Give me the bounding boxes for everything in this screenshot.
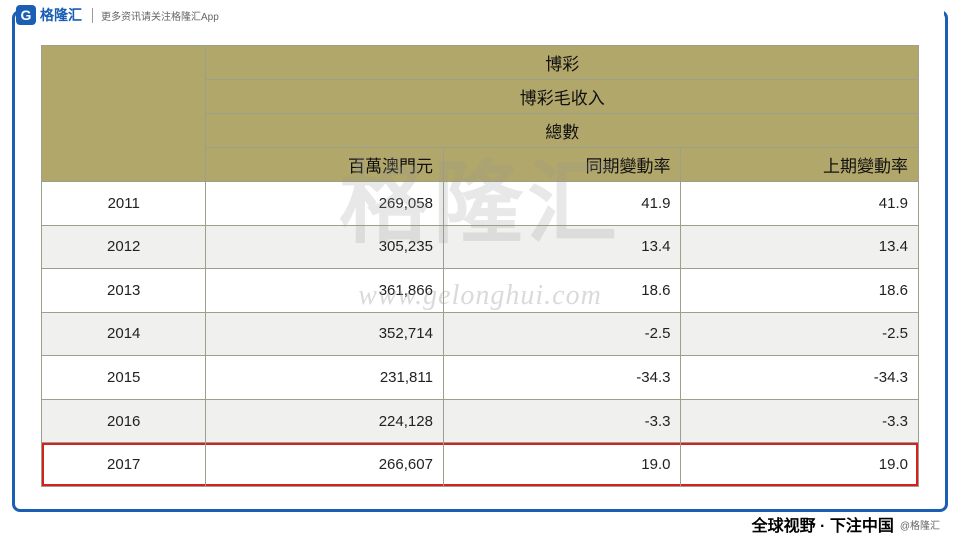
cell-pop: -34.3 (681, 356, 919, 400)
header-category: 博彩 (206, 46, 919, 80)
cell-pop: 41.9 (681, 182, 919, 226)
cell-year: 2012 (42, 225, 206, 269)
table-row: 2017266,60719.019.0 (42, 443, 919, 487)
header-empty (42, 46, 206, 182)
cell-yoy: -3.3 (443, 399, 681, 443)
brand-logo-icon: G (16, 5, 36, 25)
cell-mop: 352,714 (206, 312, 444, 356)
cell-mop: 266,607 (206, 443, 444, 487)
footer: 全球视野 · 下注中国 @格隆汇 (752, 512, 940, 536)
header-col-mop: 百萬澳門元 (206, 148, 444, 182)
table-row: 2016224,128-3.3-3.3 (42, 399, 919, 443)
cell-pop: 18.6 (681, 269, 919, 313)
header-col-yoy: 同期變動率 (443, 148, 681, 182)
cell-yoy: 13.4 (443, 225, 681, 269)
header-bar: G 格隆汇 更多资讯请关注格隆汇App (16, 4, 944, 26)
cell-yoy: -2.5 (443, 312, 681, 356)
cell-year: 2014 (42, 312, 206, 356)
content-frame: 博彩 博彩毛收入 總數 百萬澳門元 同期變動率 上期變動率 2011269,05… (12, 10, 948, 512)
cell-year: 2017 (42, 443, 206, 487)
brand-logo-text: 格隆汇 (40, 5, 82, 25)
cell-mop: 231,811 (206, 356, 444, 400)
brand-logo: G 格隆汇 (16, 5, 82, 25)
cell-yoy: 19.0 (443, 443, 681, 487)
cell-year: 2016 (42, 399, 206, 443)
table-row: 2014352,714-2.5-2.5 (42, 312, 919, 356)
table-row: 2012305,23513.413.4 (42, 225, 919, 269)
cell-mop: 269,058 (206, 182, 444, 226)
cell-pop: -3.3 (681, 399, 919, 443)
cell-yoy: 18.6 (443, 269, 681, 313)
cell-pop: 13.4 (681, 225, 919, 269)
table-row: 2013361,86618.618.6 (42, 269, 919, 313)
cell-yoy: 41.9 (443, 182, 681, 226)
cell-pop: -2.5 (681, 312, 919, 356)
cell-mop: 224,128 (206, 399, 444, 443)
header-col-pop: 上期變動率 (681, 148, 919, 182)
cell-year: 2015 (42, 356, 206, 400)
cell-pop: 19.0 (681, 443, 919, 487)
cell-mop: 361,866 (206, 269, 444, 313)
header-total: 總數 (206, 114, 919, 148)
brand-tagline: 更多资讯请关注格隆汇App (92, 8, 219, 23)
cell-year: 2011 (42, 182, 206, 226)
header-subcategory: 博彩毛收入 (206, 80, 919, 114)
cell-yoy: -34.3 (443, 356, 681, 400)
cell-mop: 305,235 (206, 225, 444, 269)
table-container: 博彩 博彩毛收入 總數 百萬澳門元 同期變動率 上期變動率 2011269,05… (41, 45, 919, 487)
gaming-revenue-table: 博彩 博彩毛收入 總數 百萬澳門元 同期變動率 上期變動率 2011269,05… (41, 45, 919, 487)
cell-year: 2013 (42, 269, 206, 313)
table-body: 2011269,05841.941.92012305,23513.413.420… (42, 182, 919, 487)
footer-handle: @格隆汇 (900, 517, 940, 532)
footer-slogan: 全球视野 · 下注中国 (752, 512, 894, 536)
table-row: 2015231,811-34.3-34.3 (42, 356, 919, 400)
table-row: 2011269,05841.941.9 (42, 182, 919, 226)
